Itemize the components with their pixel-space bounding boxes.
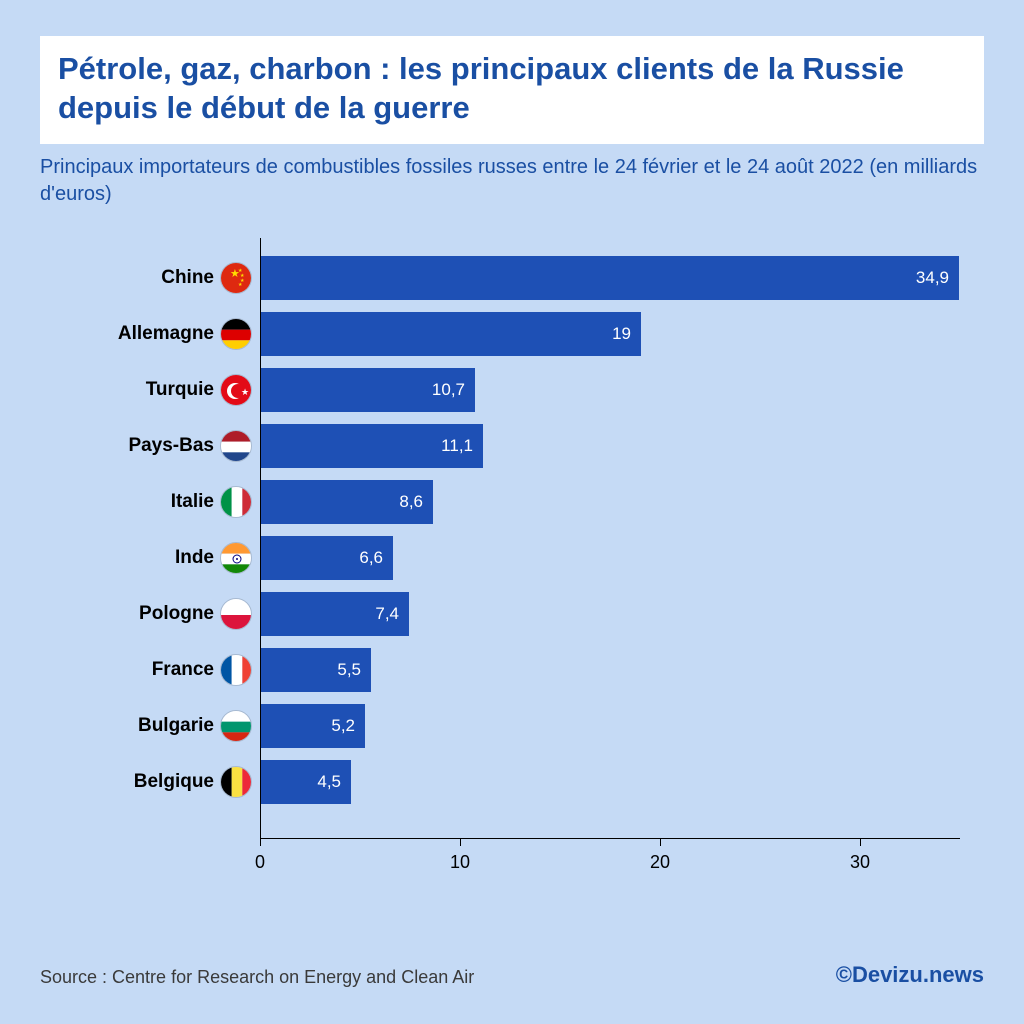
country-label: Pologne <box>139 603 214 625</box>
bar: 10,7 <box>261 368 475 412</box>
x-tick-label: 0 <box>255 852 265 873</box>
flag-icon <box>220 486 252 518</box>
country-label: Chine <box>161 267 214 289</box>
chart: 0 10 20 30 Chine ★★★★★ 34,9 Allemagne 19 Turquie… <box>80 238 960 878</box>
bar-row: Turquie ★ 10,7 <box>80 362 960 418</box>
title-box: Pétrole, gaz, charbon : les principaux c… <box>40 36 984 144</box>
bar-row: Bulgarie 5,2 <box>80 698 960 754</box>
bar-row: Allemagne 19 <box>80 306 960 362</box>
country-label: France <box>152 659 214 681</box>
country-label: Allemagne <box>118 323 214 345</box>
country-label: Italie <box>171 491 214 513</box>
chart-subtitle: Principaux importateurs de combustibles … <box>40 154 984 208</box>
x-tick <box>860 838 861 846</box>
flag-icon <box>220 430 252 462</box>
bar: 11,1 <box>261 424 483 468</box>
bar: 4,5 <box>261 760 351 804</box>
chart-title: Pétrole, gaz, charbon : les principaux c… <box>58 50 966 128</box>
x-tick-label: 30 <box>850 852 870 873</box>
svg-text:★: ★ <box>238 282 243 288</box>
flag-icon <box>220 654 252 686</box>
bar: 5,5 <box>261 648 371 692</box>
bar-value-label: 5,5 <box>337 660 371 680</box>
bar-row: Pologne 7,4 <box>80 586 960 642</box>
flag-icon <box>220 710 252 742</box>
country-label: Inde <box>175 547 214 569</box>
bar-value-label: 8,6 <box>399 492 433 512</box>
bar: 8,6 <box>261 480 433 524</box>
country-label: Bulgarie <box>138 715 214 737</box>
svg-text:★: ★ <box>241 387 249 397</box>
bar: 5,2 <box>261 704 365 748</box>
country-label: Turquie <box>146 379 214 401</box>
country-label: Pays-Bas <box>128 435 214 457</box>
flag-icon: ★★★★★ <box>220 262 252 294</box>
x-tick-label: 20 <box>650 852 670 873</box>
bar: 19 <box>261 312 641 356</box>
bar-value-label: 4,5 <box>317 772 351 792</box>
bar: 7,4 <box>261 592 409 636</box>
x-tick <box>660 838 661 846</box>
bar-value-label: 5,2 <box>331 716 365 736</box>
bar-row: France 5,5 <box>80 642 960 698</box>
flag-icon: ★ <box>220 374 252 406</box>
bar-row: Pays-Bas 11,1 <box>80 418 960 474</box>
bar-row: Inde 6,6 <box>80 530 960 586</box>
flag-icon <box>220 542 252 574</box>
bar-value-label: 34,9 <box>916 268 959 288</box>
x-tick <box>260 838 261 846</box>
country-label: Belgique <box>134 771 214 793</box>
bar-value-label: 11,1 <box>441 436 483 456</box>
x-axis <box>260 838 960 839</box>
bar-value-label: 19 <box>612 324 641 344</box>
source-text: Source : Centre for Research on Energy a… <box>40 967 474 988</box>
copyright-text: ©Devizu.news <box>836 962 984 988</box>
x-tick-label: 10 <box>450 852 470 873</box>
bar-row: Chine ★★★★★ 34,9 <box>80 250 960 306</box>
bar: 6,6 <box>261 536 393 580</box>
bar-value-label: 10,7 <box>432 380 475 400</box>
flag-icon <box>220 598 252 630</box>
flag-icon <box>220 318 252 350</box>
flag-icon <box>220 766 252 798</box>
bar-row: Italie 8,6 <box>80 474 960 530</box>
x-tick <box>460 838 461 846</box>
bar-value-label: 6,6 <box>359 548 393 568</box>
bar-row: Belgique 4,5 <box>80 754 960 810</box>
bar-value-label: 7,4 <box>375 604 409 624</box>
bar: 34,9 <box>261 256 959 300</box>
